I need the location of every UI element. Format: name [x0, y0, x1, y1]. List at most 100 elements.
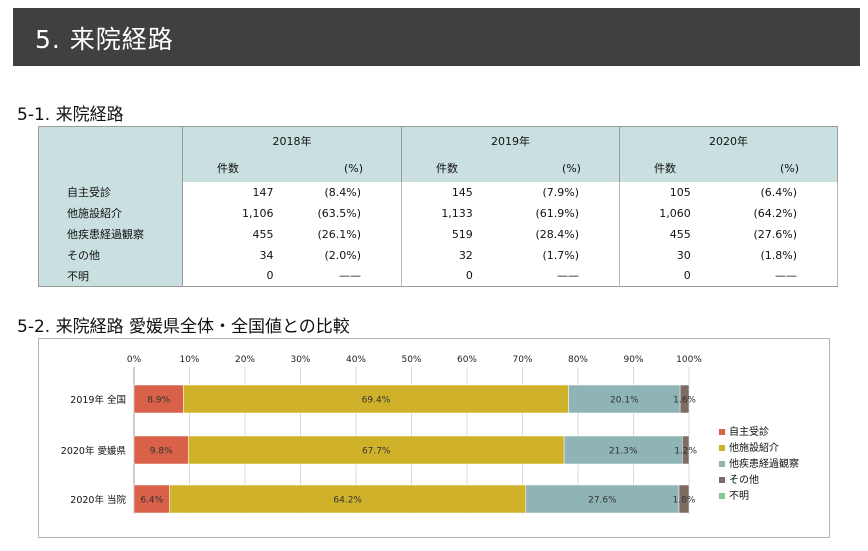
- bar-segment: [679, 384, 690, 414]
- count-cell: 147: [182, 181, 292, 203]
- table-row: その他 34 (2.0%) 32 (1.7%) 30 (1.8%): [38, 244, 838, 266]
- percent-cell: ——: [291, 265, 402, 287]
- legend-label: その他: [729, 473, 759, 486]
- count-cell: 455: [182, 223, 292, 245]
- legend-swatch: [719, 477, 725, 483]
- legend-swatch: [719, 493, 725, 499]
- table-subheader-row: 件数 (%) 件数 (%) 件数 (%): [39, 154, 838, 182]
- x-tick-label: 40%: [346, 355, 366, 365]
- row-label: 自主受診: [38, 181, 183, 203]
- data-label: 27.6%: [588, 496, 617, 506]
- bar-segment: [183, 384, 569, 414]
- comparison-chart: 0% 10% 20% 30% 40% 50% 60% 70% 80% 90% 100% 2019年 全…: [38, 338, 830, 538]
- percent-cell: ——: [490, 265, 620, 287]
- count-cell: 105: [618, 181, 709, 203]
- percent-cell: (28.4%): [490, 223, 620, 245]
- legend-swatch: [719, 429, 725, 435]
- percent-cell: (7.9%): [490, 181, 620, 203]
- count-cell: 30: [618, 244, 709, 266]
- bar-segment: [169, 484, 527, 514]
- count-header: 件数: [400, 154, 491, 182]
- data-label: 1.6%: [673, 396, 696, 406]
- route-table: 2018年 2019年 2020年 件数 (%) 件数 (%) 件数 (%) 自…: [38, 126, 839, 287]
- percent-cell: (27.6%): [708, 223, 838, 245]
- percent-cell: (1.8%): [708, 244, 838, 266]
- data-label: 6.4%: [140, 496, 163, 506]
- bar-segment: [682, 435, 690, 465]
- legend-label: 自主受診: [729, 425, 769, 438]
- percent-cell: (1.7%): [490, 244, 620, 266]
- table-row: 他疾患経過観察 455 (26.1%) 519 (28.4%) 455 (27.6%): [38, 223, 838, 245]
- legend-swatch: [719, 461, 725, 467]
- percent-cell: (63.5%): [291, 202, 402, 224]
- data-label: 8.9%: [147, 396, 170, 406]
- category-label: 2019年 全国: [70, 394, 126, 406]
- count-header: 件数: [618, 154, 709, 182]
- percent-cell: (61.9%): [490, 202, 620, 224]
- data-label: 64.2%: [333, 496, 362, 506]
- row-label: 不明: [38, 265, 183, 287]
- x-tick-label: 60%: [457, 355, 477, 365]
- bar-segment: [678, 484, 690, 514]
- legend-label: 他施設紹介: [729, 441, 779, 454]
- x-tick-label: 70%: [512, 355, 532, 365]
- bar-segment: [188, 435, 565, 465]
- bar-segment: [133, 484, 170, 514]
- data-label: 9.8%: [150, 447, 173, 457]
- row-label: 他施設紹介: [38, 202, 183, 224]
- table-row: 他施設紹介 1,106 (63.5%) 1,133 (61.9%) 1,060 (64.2%…: [38, 202, 838, 224]
- count-cell: 455: [618, 223, 709, 245]
- data-label: 20.1%: [610, 396, 639, 406]
- legend-label: 不明: [729, 490, 749, 502]
- data-label: 67.7%: [362, 447, 391, 457]
- percent-header: (%): [291, 154, 402, 182]
- table-year-row: 2018年 2019年 2020年: [38, 126, 839, 182]
- chapter-banner: 5. 来院経路: [13, 8, 860, 66]
- stacked-bar-chart: 0% 10% 20% 30% 40% 50% 60% 70% 80% 90% 100% 2019年 全…: [61, 355, 799, 514]
- x-tick-label: 30%: [290, 355, 310, 365]
- legend-label: 他疾患経過観察: [729, 457, 799, 470]
- count-header: 件数: [182, 154, 292, 182]
- legend-swatch: [719, 445, 725, 451]
- percent-cell: (26.1%): [291, 223, 402, 245]
- data-label: 69.4%: [362, 396, 391, 406]
- section-title-route: 5-1. 来院経路: [17, 105, 124, 125]
- bar-segment: [568, 384, 681, 414]
- row-label: 他疾患経過観察: [38, 223, 183, 245]
- count-cell: 32: [400, 244, 491, 266]
- percent-cell: (8.4%): [291, 181, 402, 203]
- table-row: 不明 0 —— 0 —— 0 ——: [38, 265, 838, 287]
- category-label: 2020年 愛媛県: [61, 445, 127, 457]
- table-row: 自主受診 147 (8.4%) 145 (7.9%) 105 (6.4%): [38, 181, 838, 203]
- count-cell: 145: [400, 181, 491, 203]
- x-tick-label: 20%: [235, 355, 255, 365]
- count-cell: 1,133: [400, 202, 491, 224]
- bar-segment: [525, 484, 680, 514]
- count-cell: 34: [182, 244, 292, 266]
- percent-cell: ——: [708, 265, 838, 287]
- count-cell: 0: [182, 265, 292, 287]
- count-cell: 1,060: [618, 202, 709, 224]
- section-title-comparison: 5-2. 来院経路 愛媛県全体・全国値との比較: [17, 317, 350, 337]
- data-label: 1.2%: [674, 447, 697, 457]
- count-cell: 519: [400, 223, 491, 245]
- count-cell: 0: [400, 265, 491, 287]
- percent-header: (%): [490, 154, 620, 182]
- x-tick-label: 100%: [676, 355, 702, 365]
- x-tick-label: 10%: [179, 355, 199, 365]
- x-tick-label: 0%: [127, 355, 142, 365]
- year-header: 2018年: [182, 126, 402, 155]
- table-corner: [38, 126, 183, 182]
- count-cell: 1,106: [182, 202, 292, 224]
- row-label: その他: [38, 244, 183, 266]
- x-tick-label: 80%: [568, 355, 588, 365]
- percent-header: (%): [708, 154, 838, 182]
- bar-segment: [133, 384, 184, 414]
- bar-segment: [563, 435, 683, 465]
- category-label: 2020年 当院: [70, 494, 126, 506]
- data-label: 21.3%: [609, 447, 638, 457]
- year-header: 2019年: [401, 126, 620, 155]
- x-tick-label: 90%: [623, 355, 643, 365]
- year-header: 2020年: [618, 126, 839, 155]
- percent-cell: (64.2%): [708, 202, 838, 224]
